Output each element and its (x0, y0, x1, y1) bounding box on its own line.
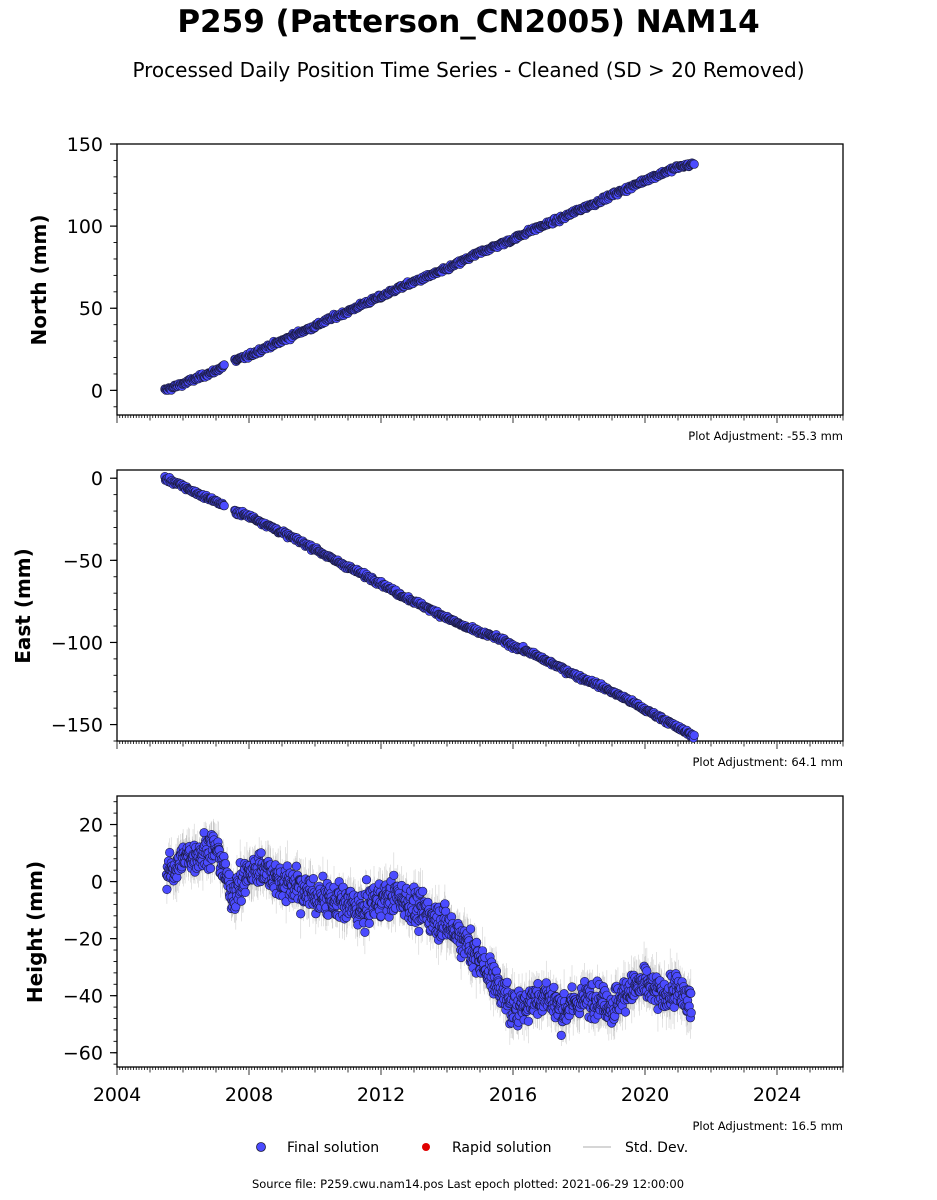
data-point (523, 1016, 534, 1026)
data-point (440, 899, 450, 909)
data-point (466, 924, 476, 934)
north-plot-adjustment: Plot Adjustment: -55.3 mm (688, 429, 843, 443)
x-tick-label: 2016 (489, 1084, 537, 1106)
north-axes-frame (116, 143, 844, 416)
y-tick-label: −40 (63, 986, 103, 1008)
y-tick-label: 20 (79, 815, 103, 837)
data-point (236, 896, 246, 906)
north-points (160, 158, 699, 395)
y-tick-label: −60 (63, 1043, 103, 1065)
data-point (567, 982, 577, 992)
east-x-ticks (116, 741, 844, 749)
y-tick-label: 0 (91, 468, 103, 490)
data-point (165, 847, 175, 858)
data-point (219, 360, 229, 370)
y-tick-label: 50 (79, 298, 103, 320)
data-point (256, 848, 266, 858)
east-y-label: East (mm) (11, 548, 35, 664)
y-tick-label: 0 (91, 380, 103, 402)
figure-subtitle: Processed Daily Position Time Series - C… (132, 58, 805, 82)
y-tick-label: 100 (67, 216, 103, 238)
data-point (689, 159, 699, 169)
height-x-tick-labels: 2004 2008 2012 2016 2020 2024 (93, 1084, 801, 1106)
height-x-ticks (116, 1067, 844, 1075)
data-point (414, 926, 424, 937)
data-point (308, 873, 319, 884)
y-tick-label: −100 (51, 632, 103, 654)
data-point (389, 870, 399, 880)
height-points (161, 828, 696, 1040)
data-point (549, 982, 559, 992)
data-point (620, 1007, 631, 1017)
y-tick-label: −20 (63, 929, 103, 951)
north-panel: 0 50 100 150 North (mm) Plot Adjustment: -5… (27, 134, 844, 443)
east-plot-adjustment: Plot Adjustment: 64.1 mm (692, 755, 843, 769)
data-point (364, 918, 374, 929)
height-axes-frame (116, 795, 844, 1068)
data-point (360, 927, 370, 937)
data-point (533, 978, 543, 989)
east-panel: 0 −50 −100 −150 East (mm) Plot Adjustment: … (11, 468, 844, 769)
data-point (205, 863, 216, 874)
data-point (361, 875, 372, 885)
y-tick-label: −50 (63, 550, 103, 572)
x-tick-label: 2008 (225, 1084, 273, 1106)
data-point (220, 859, 231, 869)
east-points (160, 472, 699, 743)
height-panel: 200−20−40−60 2004 2008 2012 2016 2020 2024 He… (23, 795, 844, 1133)
data-point (219, 501, 229, 511)
x-tick-label: 2020 (621, 1084, 669, 1106)
data-point (418, 886, 428, 897)
y-tick-label: −150 (51, 715, 103, 737)
north-y-ticks: 0 50 100 150 (67, 134, 117, 408)
x-tick-label: 2012 (357, 1084, 405, 1106)
data-point (502, 977, 512, 987)
data-point (162, 884, 172, 895)
x-tick-label: 2024 (753, 1084, 801, 1106)
east-y-ticks: 0 −50 −100 −150 (51, 468, 117, 742)
figure-title: P259 (Patterson_CN2005) NAM14 (177, 4, 760, 40)
north-y-label: North (mm) (27, 214, 51, 345)
data-point (291, 861, 302, 871)
x-tick-label: 2004 (93, 1084, 141, 1106)
data-point (472, 937, 482, 948)
east-axes-frame (116, 469, 844, 742)
data-point (224, 869, 234, 880)
data-point (556, 1030, 566, 1040)
north-x-ticks (116, 415, 844, 423)
height-y-ticks: 20 0 −20 −40 −60 (63, 801, 117, 1065)
data-point (689, 730, 699, 740)
y-tick-label: 150 (67, 134, 103, 156)
y-tick-label: 0 (91, 872, 103, 894)
data-point (296, 909, 306, 919)
data-point (240, 887, 250, 898)
